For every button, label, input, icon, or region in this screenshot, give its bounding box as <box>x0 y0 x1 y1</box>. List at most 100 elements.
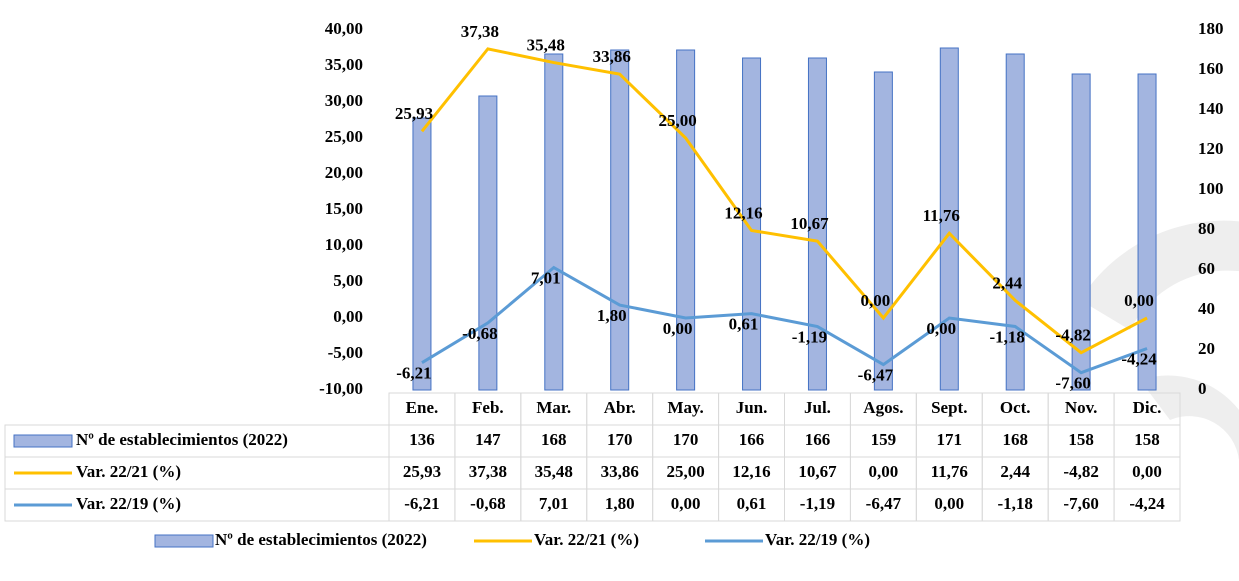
y2-tick-label: 160 <box>1198 59 1224 78</box>
data-label: -6,21 <box>396 364 431 383</box>
table-value: 166 <box>739 430 765 449</box>
data-label: -7,60 <box>1055 374 1090 393</box>
y-tick-label: 0,00 <box>333 307 363 326</box>
table-value: 158 <box>1134 430 1160 449</box>
y2-tick-label: 40 <box>1198 299 1215 318</box>
y2-tick-label: 140 <box>1198 99 1224 118</box>
legend-swatch <box>13 434 73 448</box>
legend-label: Nº de establecimientos (2022) <box>215 530 427 549</box>
x-tick-label: Agos. <box>863 398 903 417</box>
table-value: 170 <box>607 430 633 449</box>
table-value: 171 <box>937 430 963 449</box>
table-value: -4,24 <box>1129 494 1165 513</box>
table-value: 33,86 <box>601 462 639 481</box>
table-value: -6,47 <box>866 494 902 513</box>
x-tick-label: Abr. <box>604 398 636 417</box>
data-label: 7,01 <box>531 268 561 287</box>
bar <box>412 117 432 391</box>
x-tick-label: Jul. <box>804 398 831 417</box>
bar <box>742 57 762 391</box>
table-value: 35,48 <box>535 462 573 481</box>
y2-tick-label: 100 <box>1198 179 1224 198</box>
bar <box>939 47 959 391</box>
table-value: 0,00 <box>869 462 899 481</box>
table-value: 168 <box>1002 430 1028 449</box>
data-label: 0,00 <box>926 319 956 338</box>
y-tick-label: 40,00 <box>325 19 363 38</box>
table-value: 25,00 <box>667 462 705 481</box>
y-tick-label: 20,00 <box>325 163 363 182</box>
table-value: 168 <box>541 430 567 449</box>
y-tick-label: 5,00 <box>333 271 363 290</box>
table-value: 11,76 <box>931 462 968 481</box>
bar <box>676 49 696 391</box>
table-value: 147 <box>475 430 501 449</box>
data-label: -1,19 <box>792 327 827 346</box>
y-tick-label: -10,00 <box>319 379 363 398</box>
legend-label: Var. 22/21 (%) <box>534 530 639 549</box>
data-label: -4,82 <box>1055 326 1090 345</box>
table-value: -7,60 <box>1063 494 1098 513</box>
table-value: 25,93 <box>403 462 441 481</box>
data-label: 0,00 <box>663 319 693 338</box>
data-label: 1,80 <box>597 306 627 325</box>
table-value: 7,01 <box>539 494 569 513</box>
table-series-name: Var. 22/19 (%) <box>76 494 181 513</box>
data-label: 25,93 <box>395 104 433 123</box>
bar <box>1137 73 1157 391</box>
data-label: 10,67 <box>790 214 829 233</box>
data-label: -4,24 <box>1121 349 1157 368</box>
data-label: -1,18 <box>989 327 1024 346</box>
y-tick-label: 10,00 <box>325 235 363 254</box>
table-value: 0,00 <box>671 494 701 513</box>
legend-swatch <box>154 534 214 548</box>
y2-tick-label: 180 <box>1198 19 1224 38</box>
y-tick-label: 35,00 <box>325 55 363 74</box>
data-label: 0,00 <box>1124 291 1154 310</box>
data-label: 37,38 <box>461 22 499 41</box>
table-value: 1,80 <box>605 494 635 513</box>
table-value: 37,38 <box>469 462 507 481</box>
bar <box>1005 53 1025 391</box>
x-tick-label: Oct. <box>1000 398 1031 417</box>
table-series-name: Var. 22/21 (%) <box>76 462 181 481</box>
y-tick-label: 25,00 <box>325 127 363 146</box>
legend-label: Var. 22/19 (%) <box>765 530 870 549</box>
y2-tick-label: 20 <box>1198 339 1215 358</box>
table-value: 158 <box>1068 430 1094 449</box>
line <box>421 265 1148 375</box>
data-label: -6,47 <box>858 365 894 384</box>
watermark <box>1140 375 1239 460</box>
watermark <box>1080 220 1239 560</box>
data-label: 0,61 <box>729 315 759 334</box>
data-label: 25,00 <box>659 111 697 130</box>
x-tick-label: Nov. <box>1065 398 1098 417</box>
table-value: 0,00 <box>934 494 964 513</box>
y2-tick-label: 80 <box>1198 219 1215 238</box>
data-label: 11,76 <box>923 206 960 225</box>
table-value: 159 <box>871 430 897 449</box>
line <box>420 47 1148 355</box>
table-cell <box>1113 488 1181 522</box>
y2-tick-label: 120 <box>1198 139 1224 158</box>
bar <box>478 95 498 391</box>
table-value: 170 <box>673 430 699 449</box>
data-label: 35,48 <box>527 35 565 54</box>
x-tick-label: Sept. <box>931 398 967 417</box>
table-value: -0,68 <box>470 494 505 513</box>
y2-tick-label: 0 <box>1198 379 1207 398</box>
x-tick-label: May. <box>667 398 703 417</box>
data-label: 2,44 <box>992 273 1022 292</box>
table-value: 12,16 <box>732 462 770 481</box>
table-value: -4,82 <box>1063 462 1098 481</box>
bar <box>807 57 827 391</box>
x-tick-label: Mar. <box>536 398 571 417</box>
data-label: -0,68 <box>462 324 497 343</box>
table-value: -1,18 <box>997 494 1032 513</box>
data-label: 12,16 <box>724 203 762 222</box>
table-value: -1,19 <box>800 494 835 513</box>
table-value: 136 <box>409 430 435 449</box>
table-value: 10,67 <box>798 462 837 481</box>
x-tick-label: Ene. <box>406 398 439 417</box>
